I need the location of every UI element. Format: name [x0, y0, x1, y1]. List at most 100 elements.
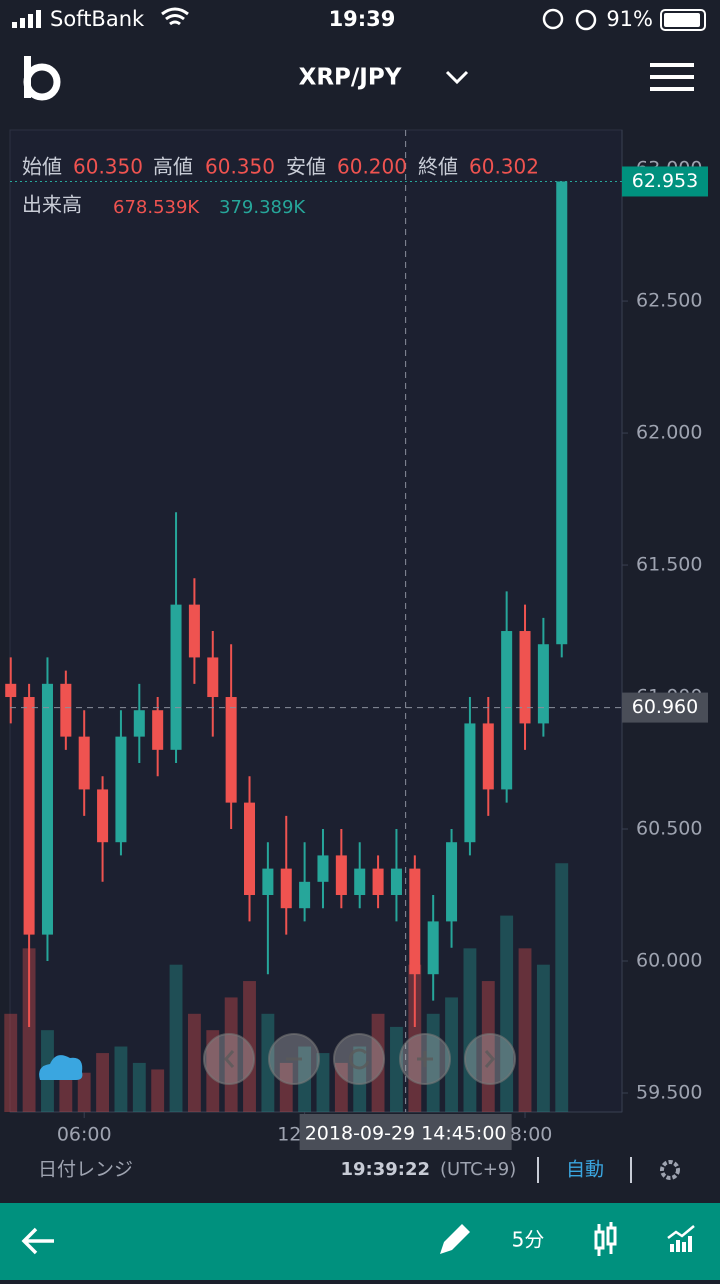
- reset-button[interactable]: [333, 1033, 385, 1085]
- candle-body: [152, 710, 164, 750]
- volume-bar: [96, 1053, 109, 1112]
- last-price-tag: [622, 166, 708, 197]
- zoom-glyphs: [224, 1048, 495, 1070]
- volume-bar: [408, 964, 422, 1112]
- interval-button[interactable]: 5分: [512, 1228, 545, 1252]
- candle-body: [280, 868, 292, 909]
- candle-body: [41, 683, 53, 935]
- lock-icon: [542, 8, 564, 30]
- draw-tool-button[interactable]: [440, 1224, 470, 1254]
- zoom-controls: [203, 1033, 516, 1085]
- candle-body: [317, 855, 329, 882]
- volume-bar: [481, 981, 495, 1112]
- candle-body: [188, 604, 200, 658]
- candle-layer: [5, 181, 568, 1027]
- crosshair-price-label: 60.960: [632, 696, 698, 718]
- volume-bar: [445, 997, 458, 1112]
- overlay-layer: 62.953 60.960 2018-09-29 14:45:00: [10, 130, 708, 1150]
- scroll-right-button[interactable]: [464, 1033, 516, 1085]
- volume-bar: [22, 948, 36, 1112]
- volume-layer: [4, 863, 569, 1112]
- y-tick-label: 60.500: [636, 818, 702, 840]
- volume-bar: [390, 1026, 403, 1112]
- legend-label: 終値: [418, 155, 458, 179]
- legend-label: 安値: [286, 155, 326, 179]
- candle-body: [170, 604, 182, 750]
- volume-bar: [243, 981, 256, 1112]
- volume-bar: [426, 1013, 440, 1112]
- legend-value: 678.539K: [113, 197, 200, 218]
- menu-icon[interactable]: [650, 63, 694, 91]
- candle-body: [409, 868, 421, 975]
- candle-body: [354, 868, 366, 896]
- back-button[interactable]: [21, 1227, 54, 1255]
- volume-bar: [114, 1046, 128, 1112]
- candle-body: [446, 842, 458, 922]
- candle-body: [244, 802, 256, 896]
- battery-percent: 91%: [606, 7, 653, 31]
- candle-body: [225, 697, 237, 803]
- candle-body: [537, 644, 549, 724]
- indicator-button[interactable]: [667, 1225, 695, 1252]
- logo[interactable]: [23, 56, 61, 101]
- dropdown-icon[interactable]: [445, 70, 469, 85]
- candle-body: [372, 868, 384, 896]
- y-tick-label: 62.500: [636, 290, 702, 312]
- volume-bar: [77, 1072, 91, 1112]
- clock: 19:39: [329, 7, 396, 31]
- y-tick-label: 61.500: [636, 554, 702, 576]
- scroll-left-button[interactable]: [203, 1033, 255, 1085]
- crosshair-price-tag: [622, 692, 708, 723]
- y-tick-label: 59.500: [636, 1081, 702, 1103]
- ohlc-legend: 始値 60.350 高値 60.350 安値 60.200 終値 60.302 …: [22, 155, 539, 219]
- volume-bar: [206, 1030, 220, 1112]
- battery-icon: [660, 9, 706, 31]
- legend-value: 60.350: [205, 155, 275, 179]
- legend-value: 60.350: [73, 155, 143, 179]
- x-tick-label: 06:00: [57, 1124, 112, 1146]
- carrier: SoftBank: [50, 7, 145, 31]
- volume-bar: [500, 915, 514, 1112]
- candle-body: [115, 736, 127, 843]
- volume-bar: [463, 948, 477, 1112]
- legend-value: 60.302: [469, 155, 539, 179]
- volume-bar: [555, 863, 569, 1112]
- y-tick-label: 60.000: [636, 950, 702, 972]
- volume-bar: [4, 1013, 18, 1112]
- candle-body: [133, 710, 145, 737]
- candle-body: [262, 868, 274, 896]
- volume-bar: [353, 1046, 367, 1112]
- candle-body: [556, 181, 568, 645]
- legend-label: 出来高: [22, 193, 82, 217]
- candle-body: [23, 697, 35, 935]
- timezone[interactable]: (UTC+9): [440, 1159, 516, 1180]
- footer-clock: 19:39:22: [340, 1159, 430, 1180]
- candle-body: [207, 657, 219, 698]
- candle-body: [482, 723, 494, 790]
- crosshair-time-label: 2018-09-29 14:45:00: [305, 1123, 507, 1145]
- volume-bar: [518, 948, 532, 1112]
- date-range-button[interactable]: 日付レンジ: [38, 1159, 133, 1181]
- candle-body: [501, 631, 513, 790]
- candle-body: [60, 683, 72, 737]
- cloud-icon[interactable]: [39, 1055, 83, 1080]
- y-tick-label: 62.000: [636, 422, 702, 444]
- candle-body: [299, 881, 311, 909]
- volume-bar: [132, 1062, 146, 1112]
- candle-body: [78, 736, 90, 790]
- pair-selector[interactable]: XRP/JPY: [299, 65, 402, 91]
- legend-value: 60.200: [337, 155, 407, 179]
- volume-bar: [187, 1013, 201, 1112]
- candle-body: [519, 631, 531, 724]
- candle-body: [427, 921, 439, 975]
- candle-body: [97, 789, 109, 843]
- toolbar: [0, 1203, 720, 1280]
- legend-label: 高値: [153, 155, 193, 179]
- candle-body: [390, 868, 402, 896]
- settings-icon[interactable]: [660, 1160, 680, 1180]
- candle-body: [464, 723, 476, 843]
- volume-bar: [261, 1013, 275, 1112]
- auto-scale-button[interactable]: 自動: [566, 1159, 604, 1181]
- volume-bar: [536, 964, 550, 1112]
- chart-type-button[interactable]: [594, 1222, 617, 1256]
